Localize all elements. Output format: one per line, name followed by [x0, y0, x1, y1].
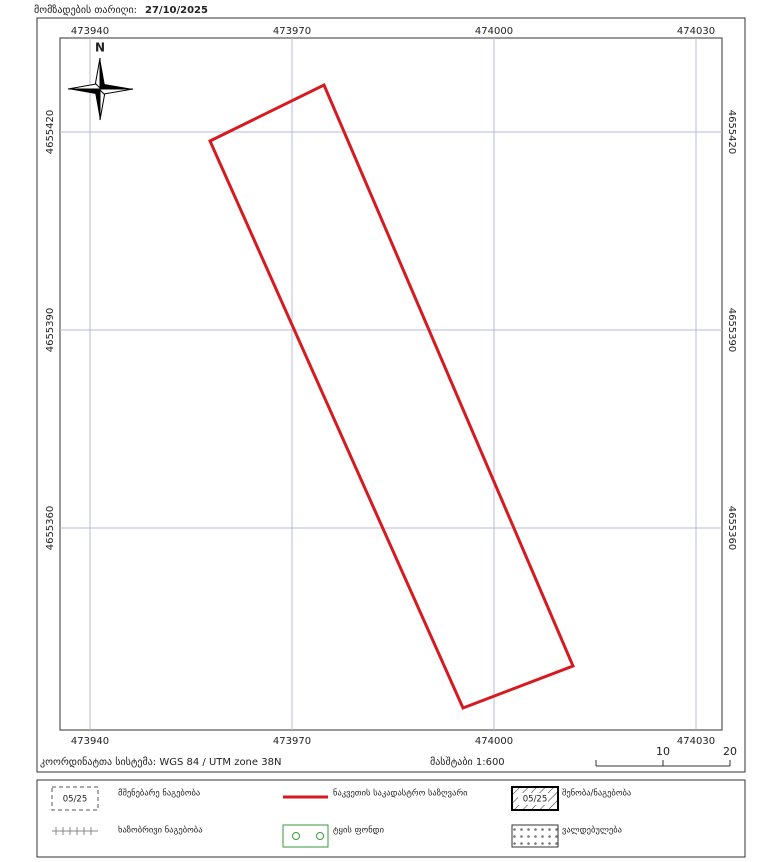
- legend-label: ტყის ფონდი: [333, 825, 384, 836]
- northing-label: 4655360: [45, 506, 56, 551]
- northing-label: 4655420: [726, 110, 737, 155]
- date-value: 27/10/2025: [145, 5, 208, 16]
- legend-symbol: [518, 793, 548, 805]
- legend-symbol: [52, 827, 98, 835]
- easting-label: 473970: [273, 26, 311, 37]
- legend-label: შენობა/ნაგებობა: [562, 788, 631, 799]
- easting-label: 474030: [677, 26, 715, 37]
- legend-box: [36, 779, 746, 858]
- legend-label: ხაზობრივი ნაგებობა: [118, 825, 203, 836]
- easting-label: 474000: [475, 736, 513, 747]
- crs: კოორდინატთა სისტემა: WGS 84 / UTM zone 3…: [40, 756, 281, 768]
- northing-label: 4655390: [726, 308, 737, 353]
- legend-symbol: [282, 824, 329, 848]
- legend-label: ნაკვეთის საკადასტრო საზღვარი: [333, 788, 467, 799]
- legend-sample: 05/25: [523, 795, 548, 805]
- map-area: [59, 37, 723, 731]
- northing-label: 4655360: [726, 506, 737, 551]
- scalebar-label: 10: [656, 745, 670, 758]
- north-arrow: [67, 57, 134, 121]
- easting-label: 474030: [677, 736, 715, 747]
- north-label: N: [95, 41, 105, 55]
- legend-symbol: [51, 786, 99, 811]
- easting-label: 473940: [71, 736, 109, 747]
- legend-sample: 05/25: [63, 795, 88, 805]
- scale: მასშტაბი 1:600: [430, 756, 505, 768]
- legend-label: მშენებარე ნაგებობა: [118, 788, 200, 799]
- easting-label: 473940: [71, 26, 109, 37]
- easting-label: 474000: [475, 26, 513, 37]
- northing-label: 4655390: [45, 308, 56, 353]
- parcel-boundary: [208, 82, 575, 710]
- easting-label: 473970: [273, 736, 311, 747]
- scalebar-label: 20: [723, 745, 737, 758]
- legend-symbol: [511, 824, 559, 848]
- legend-label: ვალდებულება: [562, 825, 622, 836]
- map-frame: [36, 17, 746, 773]
- northing-label: 4655420: [45, 110, 56, 155]
- date-label: მომზადების თარიღი:: [34, 4, 137, 16]
